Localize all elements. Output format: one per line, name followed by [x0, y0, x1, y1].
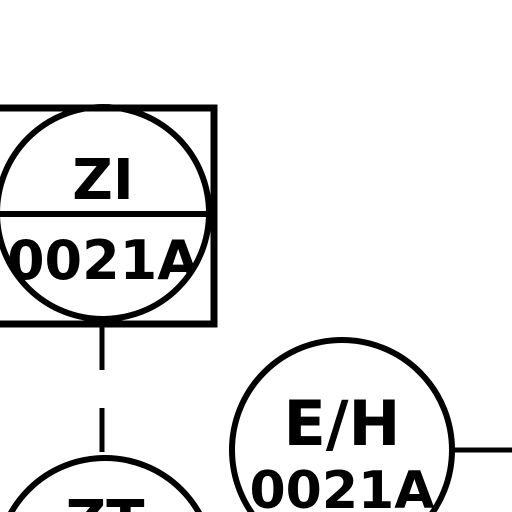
instrument-tag-number: 0021A	[7, 229, 199, 292]
instrument-zt-partial[interactable]: ZT	[0, 455, 213, 512]
instrument-function-label: ZT	[66, 489, 145, 512]
instrument-tag-number: 0021A	[250, 461, 435, 512]
instrument-eh-0021a[interactable]: E/H 0021A	[229, 337, 455, 512]
instrument-function-label: ZI	[72, 148, 133, 213]
instrument-function-label: E/H	[284, 387, 401, 460]
instrument-bubble-circle	[8, 455, 202, 512]
instrument-zi-0021a[interactable]: ZI 0021A	[0, 104, 218, 328]
